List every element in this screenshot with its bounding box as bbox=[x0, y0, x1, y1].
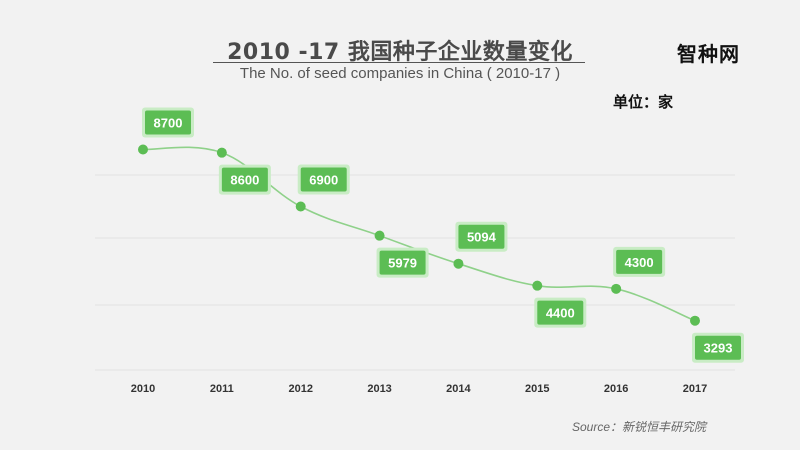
data-label-2015: 4400 bbox=[534, 297, 587, 328]
chart-title: 2010 -17 我国种子企业数量变化 bbox=[227, 40, 573, 65]
data-point-2012 bbox=[295, 201, 306, 212]
data-label-2016: 4300 bbox=[613, 246, 666, 277]
x-tick-2015: 2015 bbox=[525, 383, 549, 395]
data-point-2016 bbox=[611, 283, 622, 294]
data-label-2013: 5979 bbox=[376, 247, 429, 278]
brand-logo: 智种网 bbox=[677, 42, 740, 66]
data-label-2011: 8600 bbox=[218, 164, 271, 195]
data-label-box bbox=[537, 300, 584, 325]
data-point-2017 bbox=[690, 315, 700, 326]
data-label-box bbox=[221, 167, 268, 192]
x-tick-2016: 2016 bbox=[604, 383, 628, 395]
data-label-2017: 3293 bbox=[692, 332, 744, 363]
data-point-2015 bbox=[532, 280, 543, 291]
data-point-2010 bbox=[138, 144, 148, 155]
gridlines bbox=[95, 174, 735, 371]
data-label-text: 5094 bbox=[467, 230, 497, 245]
x-axis-ticks: 2010 2011 2012 2013 2014 2015 2016 2017 bbox=[131, 383, 707, 395]
data-label-text: 6900 bbox=[309, 173, 338, 188]
data-label-2014: 5094 bbox=[455, 221, 508, 252]
data-label-box bbox=[695, 335, 741, 360]
data-label-text: 4300 bbox=[625, 255, 654, 270]
chart-subtitle: The No. of seed companies in China ( 201… bbox=[239, 65, 561, 82]
data-label-box bbox=[145, 110, 191, 135]
data-label-text: 8700 bbox=[154, 116, 183, 131]
data-label-text: 4400 bbox=[546, 306, 575, 321]
data-points bbox=[138, 144, 700, 326]
data-label-box bbox=[300, 167, 347, 192]
data-label-text: 8600 bbox=[230, 173, 259, 188]
data-label-box bbox=[616, 249, 663, 274]
data-labels: 8700 8600 6900 5979 5094 4400 4300 3293 bbox=[142, 107, 744, 363]
data-label-2012: 6900 bbox=[297, 164, 350, 195]
x-tick-2014: 2014 bbox=[446, 383, 471, 395]
unit-label: 单位：家 bbox=[613, 93, 674, 111]
data-label-box bbox=[379, 250, 426, 275]
x-tick-2011: 2011 bbox=[210, 383, 234, 395]
data-label-2010: 8700 bbox=[142, 107, 194, 138]
data-label-text: 3293 bbox=[704, 341, 733, 356]
data-label-text: 5979 bbox=[388, 256, 417, 271]
source-note: Source：新锐恒丰研究院 bbox=[572, 420, 707, 434]
x-tick-2017: 2017 bbox=[683, 383, 707, 395]
data-point-2011 bbox=[216, 147, 227, 158]
data-point-2013 bbox=[374, 230, 385, 241]
title-underline bbox=[213, 62, 585, 63]
data-label-box bbox=[458, 224, 505, 249]
data-point-2014 bbox=[453, 258, 464, 269]
x-tick-2010: 2010 bbox=[131, 383, 155, 395]
x-tick-2012: 2012 bbox=[288, 383, 312, 395]
x-tick-2013: 2013 bbox=[367, 383, 391, 395]
